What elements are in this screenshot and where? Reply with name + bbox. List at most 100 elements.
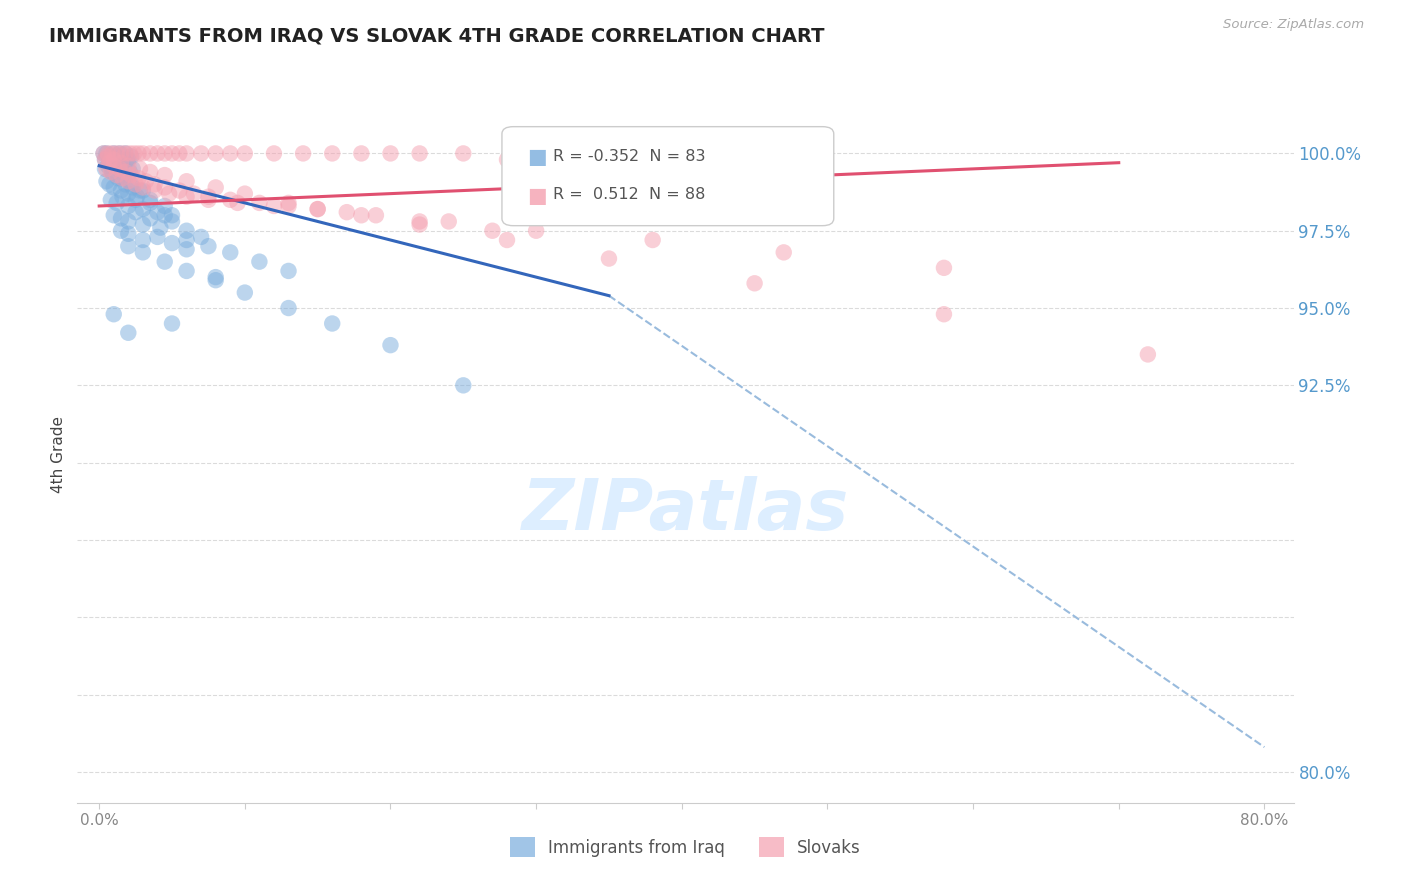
Point [120, 178, 142, 192]
Point [132, 218, 155, 232]
Point [169, 146, 191, 161]
Point [103, 307, 125, 321]
Point [453, 146, 475, 161]
Point [111, 171, 134, 186]
Point [380, 338, 402, 352]
Text: ■: ■ [527, 147, 547, 167]
Point [481, 224, 503, 238]
Point [292, 146, 315, 161]
Point [124, 193, 146, 207]
Point [160, 214, 183, 228]
Point [408, 146, 430, 161]
Point [219, 146, 242, 161]
Point [932, 307, 955, 321]
Point [176, 174, 198, 188]
Point [117, 174, 139, 188]
Point [496, 153, 519, 167]
Point [100, 165, 122, 179]
Point [149, 220, 172, 235]
Point [321, 146, 343, 161]
Point [153, 146, 176, 161]
Point [129, 184, 152, 198]
Point [98, 178, 121, 192]
Point [128, 146, 150, 161]
Point [103, 180, 125, 194]
Point [132, 202, 155, 216]
Point [118, 165, 141, 179]
Point [107, 171, 129, 186]
Point [437, 214, 460, 228]
Point [204, 146, 226, 161]
Point [110, 211, 132, 226]
Point [124, 205, 146, 219]
Point [153, 168, 176, 182]
Point [176, 264, 198, 278]
Point [453, 378, 475, 392]
Point [132, 146, 155, 161]
Point [307, 202, 329, 216]
Point [96, 146, 118, 161]
Point [110, 159, 132, 173]
Point [117, 153, 139, 167]
Point [176, 224, 198, 238]
Point [96, 161, 118, 176]
Point [321, 317, 343, 331]
Point [176, 146, 198, 161]
Point [97, 159, 120, 173]
Point [641, 233, 664, 247]
Point [94, 161, 117, 176]
Point [128, 171, 150, 186]
Point [124, 178, 146, 192]
Point [105, 168, 128, 182]
Point [93, 146, 115, 161]
Point [110, 184, 132, 198]
Text: ZIPatlas: ZIPatlas [522, 476, 849, 545]
Point [117, 227, 139, 241]
Point [197, 239, 219, 253]
Point [277, 264, 299, 278]
Point [247, 254, 270, 268]
Point [105, 165, 128, 179]
Point [226, 195, 249, 210]
Point [247, 195, 270, 210]
Point [496, 233, 519, 247]
Point [176, 190, 198, 204]
Point [190, 146, 212, 161]
Point [120, 149, 142, 163]
Point [169, 184, 191, 198]
Point [111, 155, 134, 169]
Point [125, 190, 148, 204]
Point [94, 153, 117, 167]
Point [524, 224, 547, 238]
Point [350, 146, 373, 161]
Point [94, 153, 117, 167]
Point [307, 202, 329, 216]
Point [117, 199, 139, 213]
Point [143, 184, 166, 198]
Point [153, 208, 176, 222]
Point [183, 186, 205, 201]
Text: R = -0.352  N = 83: R = -0.352 N = 83 [553, 149, 704, 164]
Point [132, 180, 155, 194]
Point [108, 161, 131, 176]
Point [204, 273, 226, 287]
Point [204, 270, 226, 285]
Point [114, 146, 136, 161]
Point [143, 178, 166, 192]
Point [122, 146, 145, 161]
Point [153, 199, 176, 213]
Point [233, 285, 256, 300]
Point [160, 208, 183, 222]
Y-axis label: 4th Grade: 4th Grade [51, 417, 66, 493]
Point [160, 236, 183, 251]
Point [121, 180, 143, 194]
Point [111, 190, 134, 204]
Point [336, 205, 359, 219]
Point [157, 186, 180, 201]
Point [129, 161, 152, 176]
Point [114, 146, 136, 161]
Point [117, 326, 139, 340]
Point [408, 214, 430, 228]
Point [1136, 347, 1159, 361]
Point [160, 146, 183, 161]
